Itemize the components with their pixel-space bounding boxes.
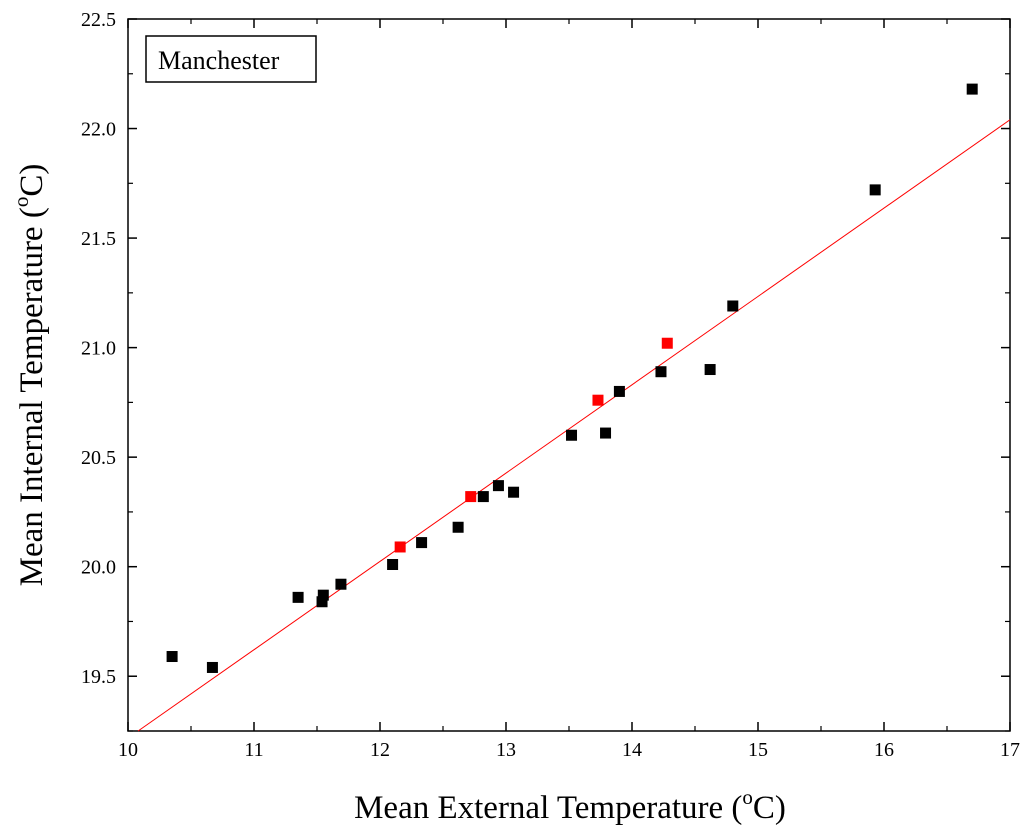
legend: Manchester [145, 35, 317, 83]
legend-label: Manchester [158, 46, 280, 75]
legend-box [145, 35, 317, 83]
y-tick-label: 21.5 [81, 228, 116, 250]
x-axis-title-unit: C) [753, 790, 786, 826]
data-point-black [508, 486, 520, 498]
x-tick-label: 10 [118, 739, 138, 761]
data-point-red [465, 491, 477, 503]
data-point-red [661, 337, 673, 349]
data-point-black [317, 589, 329, 601]
data-point-black [704, 364, 716, 376]
y-tick-label: 19.5 [81, 666, 116, 688]
y-axis-title-unit: C) [14, 164, 50, 197]
y-axis-title-sup: o [9, 197, 33, 208]
data-points [166, 83, 978, 673]
data-point-black [966, 83, 978, 95]
data-point-black [166, 651, 178, 663]
data-point-red [592, 394, 604, 406]
x-tick-label: 13 [496, 739, 516, 761]
data-point-black [335, 578, 347, 590]
x-tick-label: 11 [244, 739, 263, 761]
data-point-black [727, 300, 739, 312]
data-point-black [566, 429, 578, 441]
data-point-black [492, 480, 504, 492]
data-point-black [452, 521, 464, 533]
data-point-black [292, 591, 304, 603]
data-point-black [600, 427, 612, 439]
plot-area-border [127, 18, 1011, 732]
y-tick-label: 20.5 [81, 447, 116, 469]
x-tick-label: 12 [370, 739, 390, 761]
x-tick-label: 17 [1000, 739, 1020, 761]
y-tick-label: 21.0 [81, 338, 116, 360]
y-tick-label: 20.0 [81, 557, 116, 579]
fit-line-segment [137, 119, 1011, 732]
data-point-black [206, 661, 218, 673]
x-tick-label: 15 [748, 739, 768, 761]
data-point-black [316, 596, 328, 608]
axis-ticks: 10 11 12 13 14 15 16 17 19.5 20.0 20.5 21.0 21.5 22.0… [81, 9, 1020, 761]
data-point-black [387, 559, 399, 571]
x-axis-title-main: Mean External Temperature ( [354, 790, 742, 826]
data-point-black [655, 366, 667, 378]
y-tick-label: 22.0 [81, 119, 116, 141]
data-point-black [869, 184, 881, 196]
data-point-black [613, 385, 625, 397]
x-tick-label: 16 [874, 739, 894, 761]
data-point-red [394, 541, 406, 553]
x-axis-title-sup: o [742, 785, 753, 809]
y-axis-title: Mean Internal Temperature (oC) [9, 164, 50, 587]
data-point-black [477, 491, 489, 503]
y-tick-label: 22.5 [81, 9, 116, 31]
data-point-black [416, 537, 428, 549]
x-axis-title: Mean External Temperature (oC) [354, 785, 786, 826]
plot-frame [127, 18, 1011, 732]
y-axis-title-main: Mean Internal Temperature ( [14, 207, 50, 586]
fit-line [137, 119, 1011, 732]
x-tick-label: 14 [622, 739, 642, 761]
